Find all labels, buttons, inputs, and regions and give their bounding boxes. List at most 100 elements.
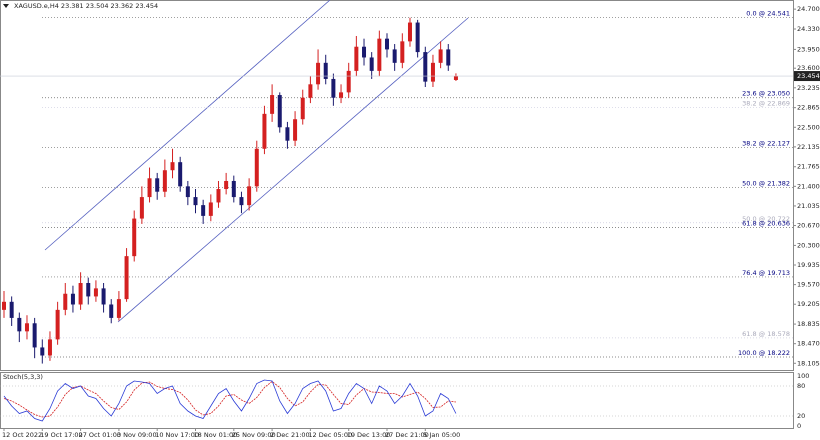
y-tick-label: 22.135 [797,143,820,151]
osc-tick-label: 80 [797,382,805,390]
candle-body [17,317,22,332]
candle-body [201,205,206,216]
candle-body [346,70,351,93]
candle-body [262,113,267,149]
fib-label: 76.4 @ 19.713 [742,269,790,277]
candle-body [438,49,443,63]
y-tick-label: 20.670 [797,222,820,230]
stoch-signal [3,380,456,418]
candle-body [147,178,152,198]
candle-body [47,339,52,356]
candle-body [170,162,175,171]
candle-body [308,84,313,98]
x-tick-label: 10 Nov 17:00 [155,431,199,439]
oscillator-label: Stoch(5,3,3) [3,373,43,381]
candle-body [208,202,213,216]
y-tick-label: 21.765 [797,163,820,171]
osc-tick-label: 0 [797,422,801,430]
y-tick-label: 18.835 [797,320,820,328]
candle-body [24,323,29,332]
x-tick-label: 18 Nov 01:00 [194,431,238,439]
y-tick-label: 24.330 [797,25,820,33]
fib-label: 38.2 @ 22.869 [742,99,790,107]
candle-body [377,38,382,71]
y-tick-label: 18.470 [797,340,820,348]
x-tick-label: 27 Dec 21:00 [385,431,429,439]
candle-body [40,347,45,356]
candle-body [109,304,114,318]
fib-label: 100.0 @ 18.222 [738,349,790,357]
x-tick-label: 12 Dec 05:00 [308,431,352,439]
y-tick-label: 23.235 [797,84,820,92]
candle-body [162,170,167,192]
candle-body [300,97,305,120]
x-tick-label: 12 Oct 2022 [2,431,42,439]
candle-body [254,148,259,187]
y-tick-label: 22.865 [797,104,820,112]
candle-body [285,127,290,141]
y-tick-label: 23.950 [797,45,820,53]
candle-body [316,62,321,85]
x-tick-label: 27 Oct 01:00 [79,431,121,439]
candle-body [392,49,397,63]
candle-body [453,76,458,80]
fib-label: 61.8 @ 20.636 [742,219,790,227]
candle-body [446,49,451,66]
price-box [794,71,820,82]
main-panel-border [0,0,794,371]
candle-body [339,92,344,98]
candle-body [323,62,328,79]
fib-label: 50.0 @ 21.382 [742,179,790,187]
candle-body [224,180,229,190]
price-box-label: 23.454 [797,72,820,80]
fib-label: 0.0 @ 24.541 [746,10,790,18]
x-tick-label: 25 Nov 09:00 [232,431,276,439]
osc-tick-label: 20 [797,412,805,420]
candle-body [354,46,359,71]
candle-body [139,197,144,219]
candle-body [155,178,160,192]
candle-body [93,288,98,297]
candle-body [331,78,336,98]
candle-body [270,95,275,114]
candle-body [70,293,75,305]
candle-body [415,22,420,53]
candle-body [362,46,367,58]
y-tick-label: 23.600 [797,64,820,72]
candle-body [407,22,412,42]
candle-body [63,293,68,310]
candle-body [277,95,282,128]
fib-label: 23.6 @ 23.050 [742,90,790,98]
candle-body [239,197,244,206]
y-tick-label: 21.035 [797,202,820,210]
x-tick-label: 3 Nov 09:00 [117,431,157,439]
fib-label: 50.0 @ 20.722 [742,215,790,223]
candle-body [216,189,221,203]
candle-body [178,162,183,187]
candle-body [385,38,389,50]
candle-body [101,288,106,305]
x-tick-label: 19 Dec 13:00 [347,431,391,439]
candle-body [193,197,198,206]
y-tick-label: 20.300 [797,241,820,249]
candle-body [231,180,236,198]
channel-lower [117,17,469,323]
channel-upper [44,0,331,251]
y-tick-label: 22.500 [797,123,820,131]
candle-body [78,283,83,305]
y-tick-label: 19.570 [797,281,820,289]
y-tick-label: 24.700 [797,5,820,13]
candle-body [293,119,298,141]
chart-title: XAGUSD.e,H4 23.381 23.504 23.362 23.454 [14,2,158,10]
candle-body [9,301,14,318]
candle-body [423,52,428,82]
fib-label: 61.8 @ 18.578 [742,330,790,338]
y-tick-label: 19.935 [797,261,820,269]
candle-body [185,186,190,198]
candle-body [124,256,129,300]
candle-body [86,283,91,297]
candle-body [32,323,37,348]
candle-body [247,186,252,206]
y-tick-label: 19.205 [797,300,820,308]
